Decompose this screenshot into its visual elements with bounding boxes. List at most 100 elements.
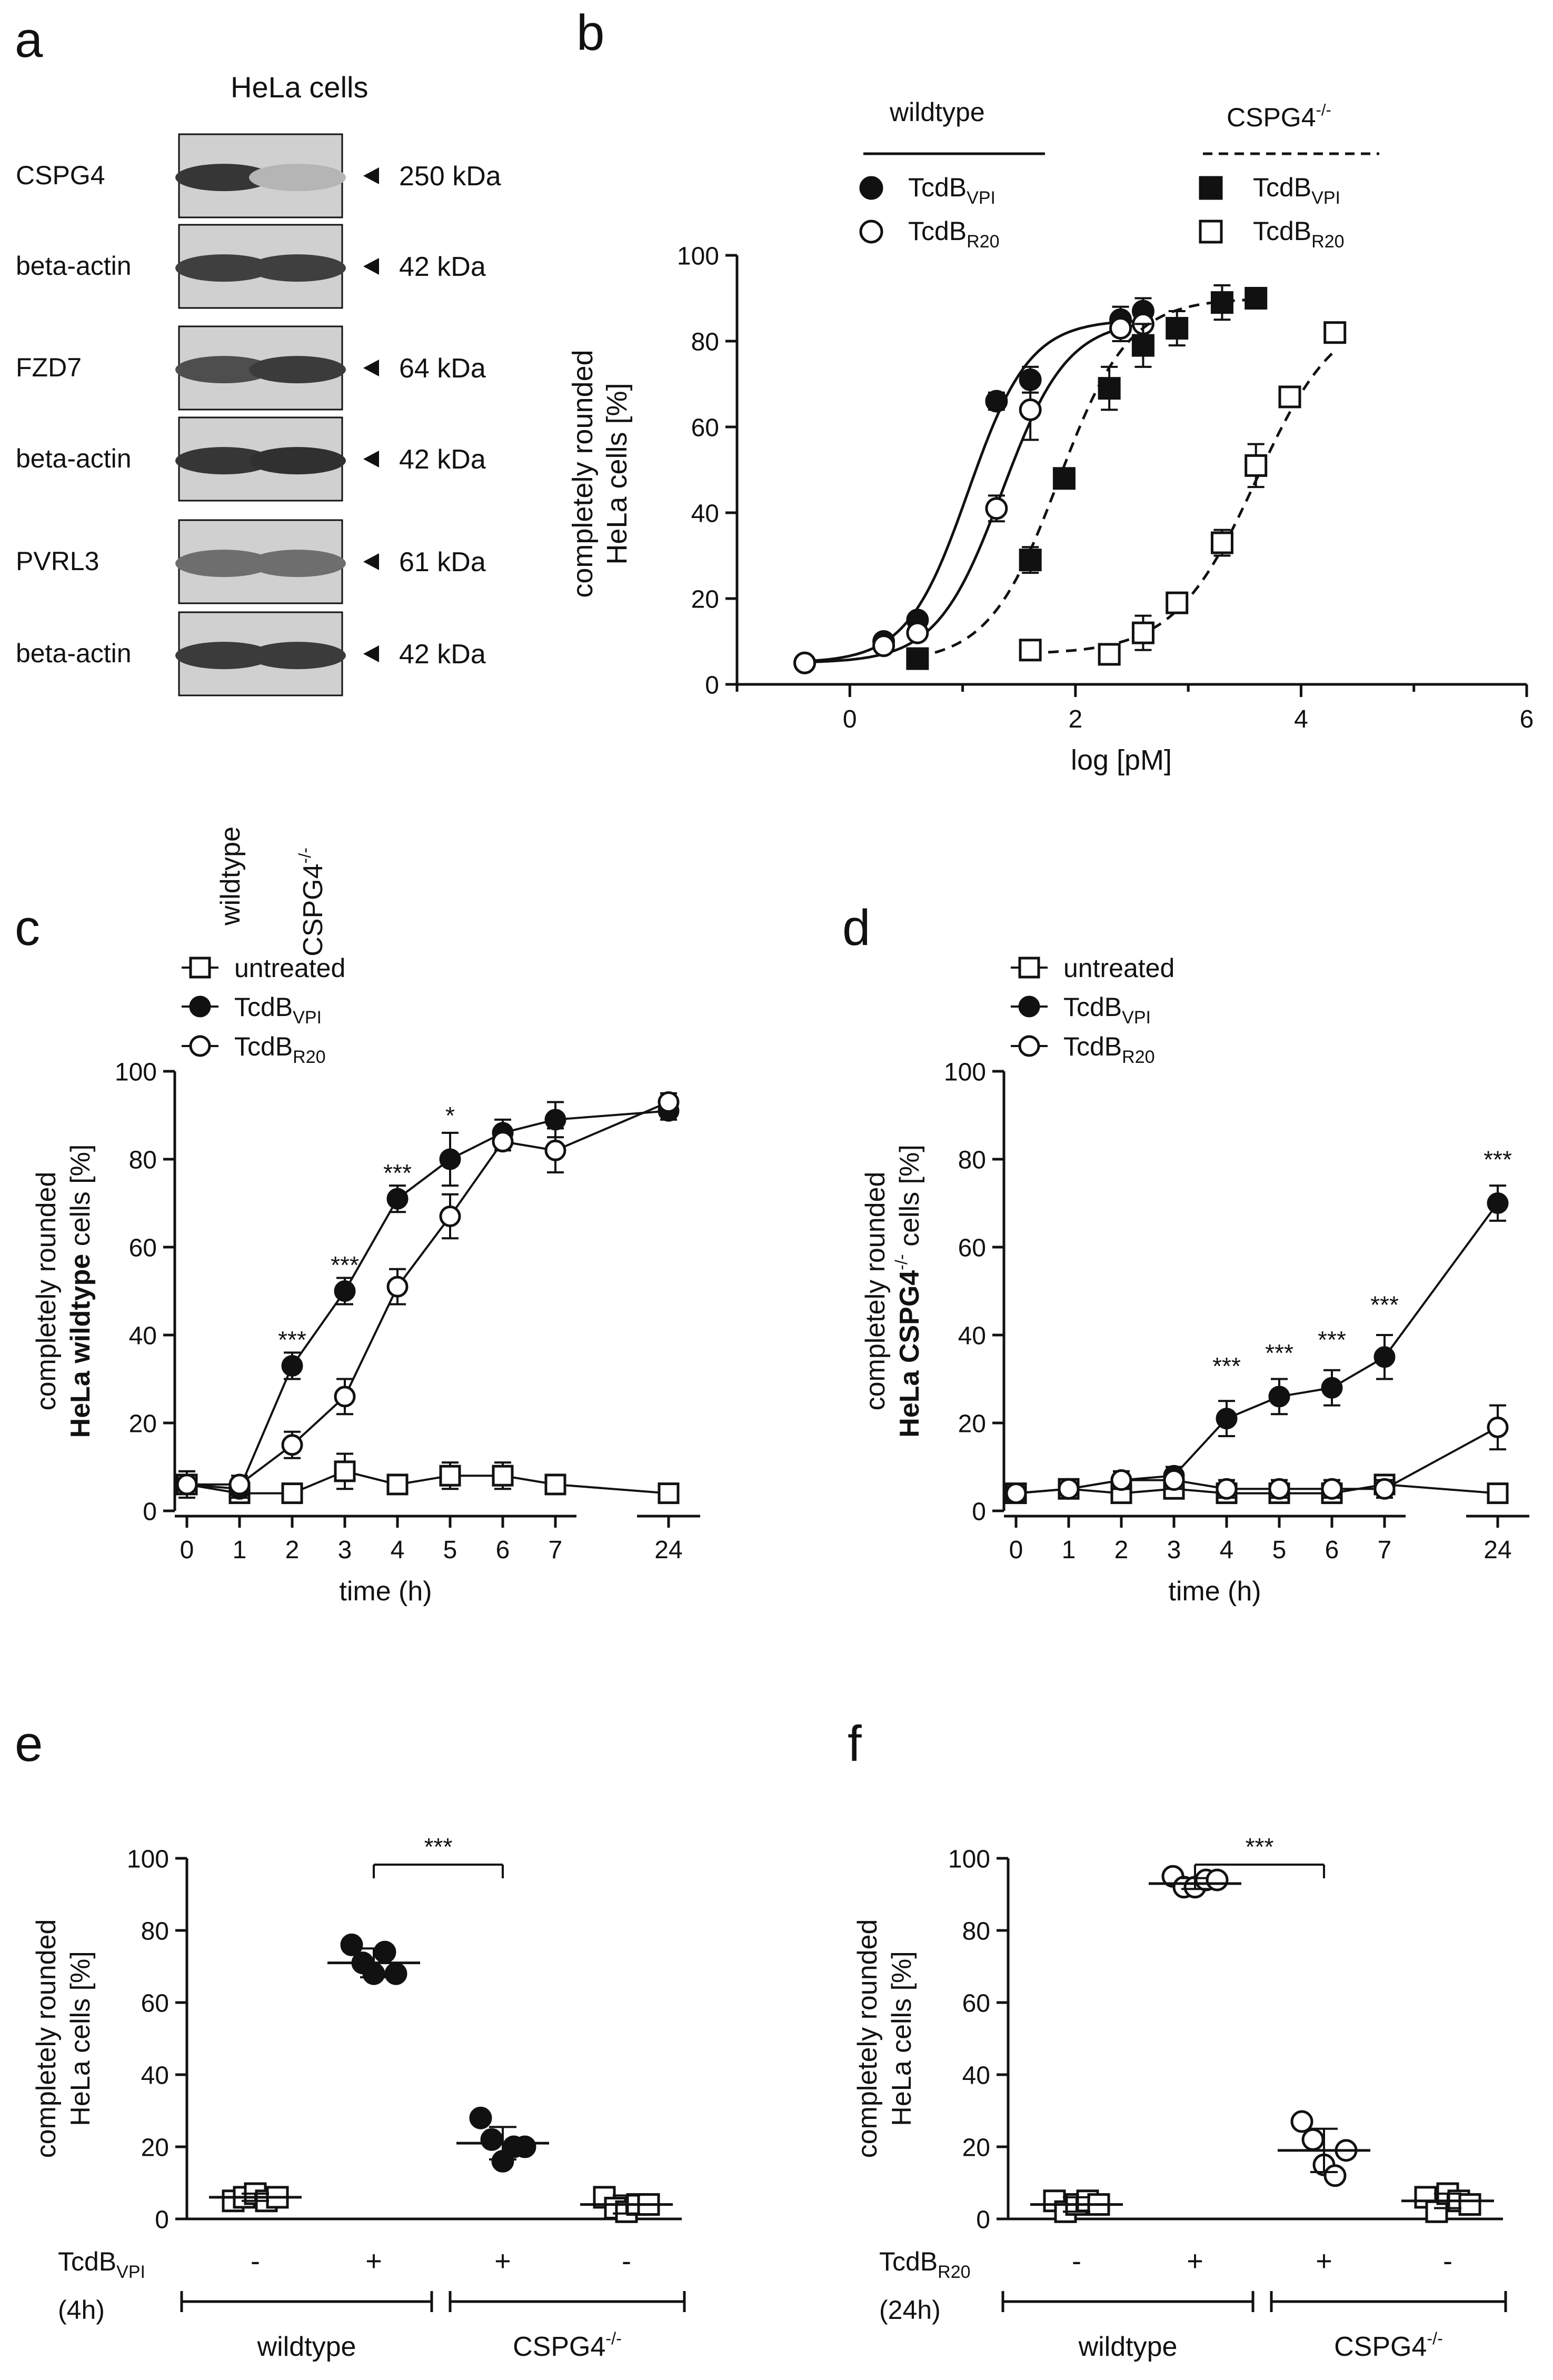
data-point — [1019, 549, 1042, 572]
legend-label: TcdBR20 — [1063, 1032, 1155, 1067]
lane-label-cspg4: CSPG4-/- — [295, 848, 328, 957]
group-label: wildtype — [1078, 2332, 1178, 2362]
x-tick-label: 4 — [1220, 1536, 1234, 1564]
treatment-label: TcdBR20 — [879, 2247, 971, 2282]
data-point — [469, 2106, 492, 2129]
data-point — [1245, 454, 1268, 477]
data-point — [1216, 1408, 1238, 1430]
data-point — [281, 1434, 303, 1456]
data-point — [793, 651, 817, 674]
data-point — [1373, 1478, 1396, 1500]
column-1 — [1030, 2189, 1123, 2223]
data-point — [492, 1465, 514, 1487]
y-tick-label: 100 — [115, 1058, 157, 1086]
data-point — [228, 1473, 251, 1496]
blot-row-fzd7: FZD7 64 kDa — [16, 325, 486, 411]
data-point — [334, 1460, 356, 1482]
x-tick-label: 0 — [180, 1536, 194, 1564]
y-axis-label: HeLa cells [%] — [887, 1951, 917, 2126]
significance-label: *** — [383, 1159, 412, 1187]
data-point — [872, 634, 895, 658]
legend: untreated TcdBVPI TcdBR20 — [1011, 953, 1174, 1067]
column-4 — [1401, 2182, 1494, 2223]
y-tick-label: 60 — [958, 1234, 986, 1262]
data-point — [176, 1473, 198, 1496]
blot-band — [175, 447, 272, 475]
x-tick-label: 5 — [1272, 1536, 1287, 1564]
blot-band — [249, 164, 346, 192]
data-point — [1290, 2110, 1313, 2133]
panel-letter-e: e — [15, 1716, 43, 1772]
x-tick-label: 6 — [496, 1536, 510, 1564]
y-tick-label: 20 — [129, 1410, 157, 1438]
y-tick-label: 80 — [141, 1917, 169, 1945]
blot-band — [175, 164, 272, 192]
panel-letter-f: f — [848, 1716, 862, 1772]
legend-marker — [1018, 995, 1040, 1018]
data-point — [439, 1465, 461, 1487]
series-tcdb-vpi — [1005, 1184, 1509, 1505]
data-point — [1487, 1416, 1509, 1438]
y-axis: 0 20 40 60 80 100 — [944, 1058, 1006, 1526]
y-tick-label: 60 — [141, 1989, 169, 2017]
legend-label: TcdBVPI — [1063, 992, 1151, 1028]
data-point — [1098, 643, 1121, 666]
panel-e-scatter-tcdb-vpi-chart: e 0 20 40 60 80 100 completely rounded HeLa cell… — [15, 1716, 686, 2362]
group-bracket-2: CSPG4-/- — [449, 2291, 686, 2362]
x-tick-label: 1 — [233, 1536, 247, 1564]
panel-letter-a: a — [15, 12, 43, 68]
significance-bracket: *** — [1194, 1833, 1325, 1878]
legend-marker — [189, 957, 211, 979]
legend-marker — [859, 220, 883, 244]
y-tick-label: 80 — [962, 1917, 990, 1945]
data-point — [1052, 467, 1076, 490]
panel-c-time-course-wildtype-chart: c untreated TcdBVPI TcdBR20 0 20 40 60 80 100 0 1 2 3… — [15, 900, 700, 1607]
series-cspg4-tcdb-vpi — [906, 284, 1268, 670]
data-point — [1245, 287, 1268, 310]
y-tick-label: 20 — [141, 2134, 169, 2162]
y-axis-label: HeLa CSPG4-/- cells [%] — [892, 1144, 925, 1437]
y-tick-label: 0 — [155, 2206, 169, 2234]
y-tick-label: 0 — [976, 2206, 990, 2234]
treatment-sign: - — [622, 2245, 631, 2277]
x-axis-label: time (h) — [1168, 1576, 1261, 1607]
arrow-icon — [363, 553, 379, 570]
legend-label: TcdBVPI — [908, 173, 995, 208]
data-point — [906, 621, 929, 644]
sd-bar — [1434, 2193, 1461, 2209]
blot-band — [175, 550, 272, 577]
y-tick-label: 60 — [691, 414, 719, 442]
data-point — [386, 1188, 409, 1210]
treatment-sign: - — [1072, 2245, 1081, 2277]
data-point — [384, 1962, 407, 1985]
y-axis: 0 20 40 60 80 100 — [677, 242, 739, 699]
data-point — [1019, 639, 1042, 662]
column-1 — [209, 2182, 302, 2213]
x-tick-label: 2 — [1069, 705, 1083, 733]
y-axis-label: HeLa cells [%] — [601, 383, 633, 564]
y-tick-label: 40 — [962, 2062, 990, 2089]
blot-size-label: 42 kDa — [399, 252, 486, 282]
data-point — [1323, 2164, 1347, 2187]
series-tcdb-r20 — [1005, 1404, 1509, 1505]
x-axis: 0 1 2 3 4 5 6 7 24 — [1004, 1515, 1529, 1564]
x-axis: 0 2 4 6 — [735, 683, 1534, 733]
arrow-icon — [363, 258, 379, 275]
blot-band — [175, 254, 272, 282]
x-tick-label: 6 — [1325, 1536, 1339, 1564]
legend-label: untreated — [234, 953, 345, 983]
panel-f-scatter-tcdb-r20-chart: f 0 20 40 60 80 100 completely rounded HeLa cell… — [848, 1716, 1507, 2362]
x-tick-label: 6 — [1520, 705, 1534, 733]
panel-letter-d: d — [842, 900, 870, 956]
data-point — [658, 1091, 680, 1113]
group-label: wildtype — [257, 2332, 356, 2362]
x-tick-label: 0 — [843, 705, 857, 733]
treatment-sign: + — [1187, 2245, 1203, 2277]
group-label: CSPG4-/- — [1334, 2329, 1443, 2362]
significance-label: *** — [278, 1326, 306, 1353]
legend-label: TcdBVPI — [1253, 173, 1340, 208]
column-4 — [580, 2186, 673, 2223]
group-bracket-1: wildtype — [1001, 2291, 1255, 2362]
x-tick-label: 3 — [1167, 1536, 1181, 1564]
